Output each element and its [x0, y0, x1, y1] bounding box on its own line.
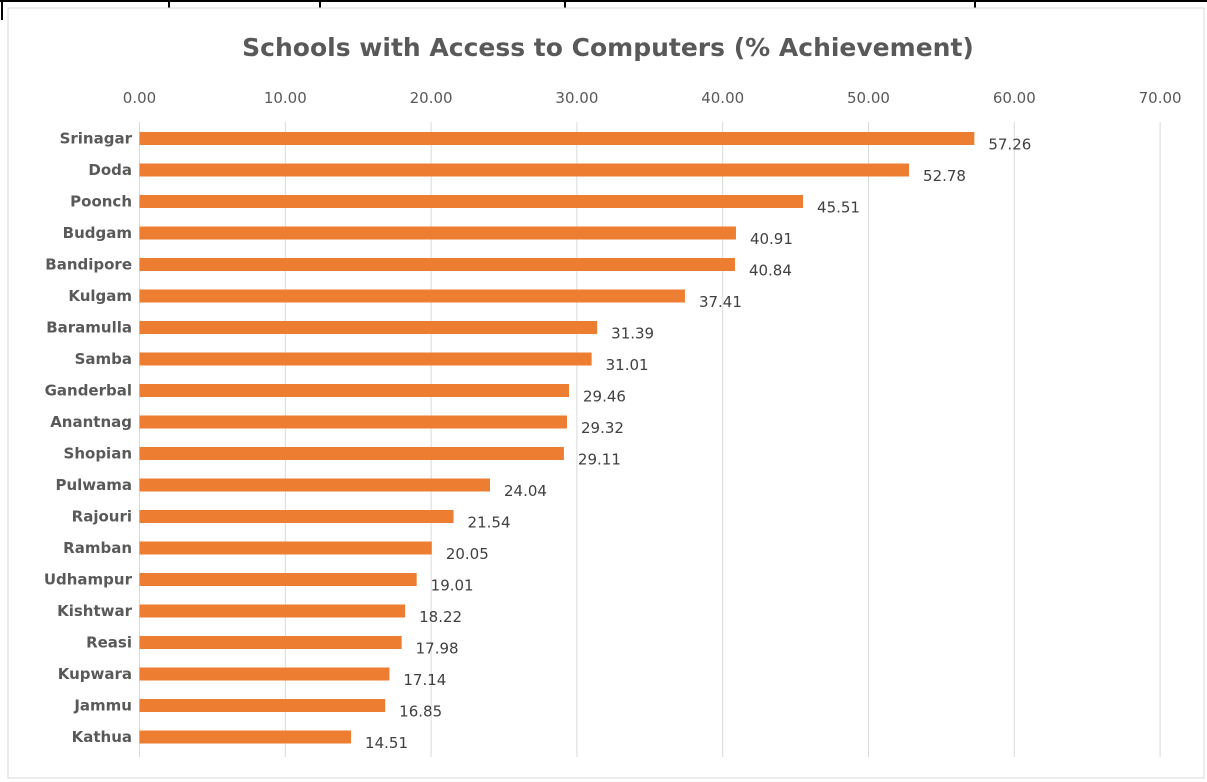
chart-area-border — [7, 7, 1205, 779]
category-label: Jammu — [73, 697, 132, 715]
category-label: Anantnag — [50, 413, 132, 431]
category-label: Doda — [88, 161, 132, 179]
bar — [139, 258, 735, 271]
data-label: 16.85 — [399, 703, 442, 721]
category-label: Budgam — [63, 224, 132, 242]
data-label: 40.91 — [750, 230, 793, 248]
chart-title: Schools with Access to Computers (% Achi… — [242, 33, 974, 62]
category-label: Rajouri — [72, 508, 132, 526]
gridlines — [139, 122, 1161, 757]
category-label: Kulgam — [68, 287, 132, 305]
data-label: 24.04 — [504, 482, 547, 500]
bar — [139, 699, 386, 712]
category-label: Srinagar — [60, 130, 133, 148]
category-label: Ganderbal — [45, 382, 132, 400]
category-label: Udhampur — [44, 571, 133, 589]
bar — [139, 226, 736, 240]
bar — [139, 573, 417, 586]
x-tick-label: 10.00 — [264, 89, 307, 107]
data-label: 45.51 — [817, 199, 860, 217]
data-label: 31.01 — [606, 356, 649, 374]
bar — [139, 667, 390, 681]
category-label: Kathua — [72, 728, 132, 746]
category-label: Poonch — [70, 193, 132, 211]
data-label: 57.26 — [988, 136, 1031, 154]
data-label: 18.22 — [419, 608, 462, 626]
category-label: Kishtwar — [57, 602, 133, 620]
x-tick-label: 30.00 — [555, 89, 598, 107]
x-tick-label: 20.00 — [410, 89, 453, 107]
bar — [139, 541, 432, 555]
data-label: 52.78 — [923, 167, 966, 185]
data-label: 29.11 — [578, 451, 621, 469]
bar — [139, 132, 975, 145]
x-tick-label: 70.00 — [1139, 89, 1182, 107]
data-label: 40.84 — [749, 262, 792, 280]
bar — [139, 604, 406, 618]
bar — [139, 352, 592, 366]
data-label: 29.46 — [583, 388, 626, 406]
category-label: Samba — [75, 350, 132, 368]
bar — [139, 321, 598, 334]
data-label: 37.41 — [699, 293, 742, 311]
bar — [139, 415, 567, 429]
bar — [139, 289, 685, 303]
data-label: 17.14 — [403, 671, 446, 689]
bar — [139, 384, 570, 397]
x-tick-label: 60.00 — [993, 89, 1036, 107]
bar — [139, 730, 352, 744]
category-label: Baramulla — [46, 319, 132, 337]
category-label: Pulwama — [55, 476, 132, 494]
x-axis-ticks: 0.00 10.00 20.00 30.00 40.00 50.00 60.00 70.00 — [123, 89, 1182, 107]
bar — [139, 636, 402, 649]
data-label: 29.32 — [581, 419, 624, 437]
data-label: 31.39 — [611, 325, 654, 343]
bar — [139, 447, 564, 460]
x-tick-label: 50.00 — [847, 89, 890, 107]
category-label: Bandipore — [45, 256, 132, 274]
bar — [139, 510, 454, 523]
category-label: Shopian — [64, 445, 132, 463]
data-label: 20.05 — [446, 545, 489, 563]
bars — [139, 132, 975, 744]
category-labels: Srinagar Doda Poonch Budgam Bandipore Kulgam B… — [44, 130, 133, 747]
category-label: Kupwara — [58, 665, 132, 683]
data-label: 21.54 — [468, 514, 511, 532]
category-label: Reasi — [86, 634, 132, 652]
category-label: Ramban — [63, 539, 132, 557]
data-label: 19.01 — [431, 577, 474, 595]
data-labels: 57.26 52.78 45.51 40.91 40.84 37.41 31.39 31.01… — [365, 136, 1031, 753]
bar — [139, 478, 491, 492]
data-label: 17.98 — [416, 640, 459, 658]
x-tick-label: 0.00 — [123, 89, 156, 107]
x-tick-label: 40.00 — [701, 89, 744, 107]
bar — [139, 163, 910, 177]
data-label: 14.51 — [365, 734, 408, 752]
bar — [139, 195, 804, 208]
